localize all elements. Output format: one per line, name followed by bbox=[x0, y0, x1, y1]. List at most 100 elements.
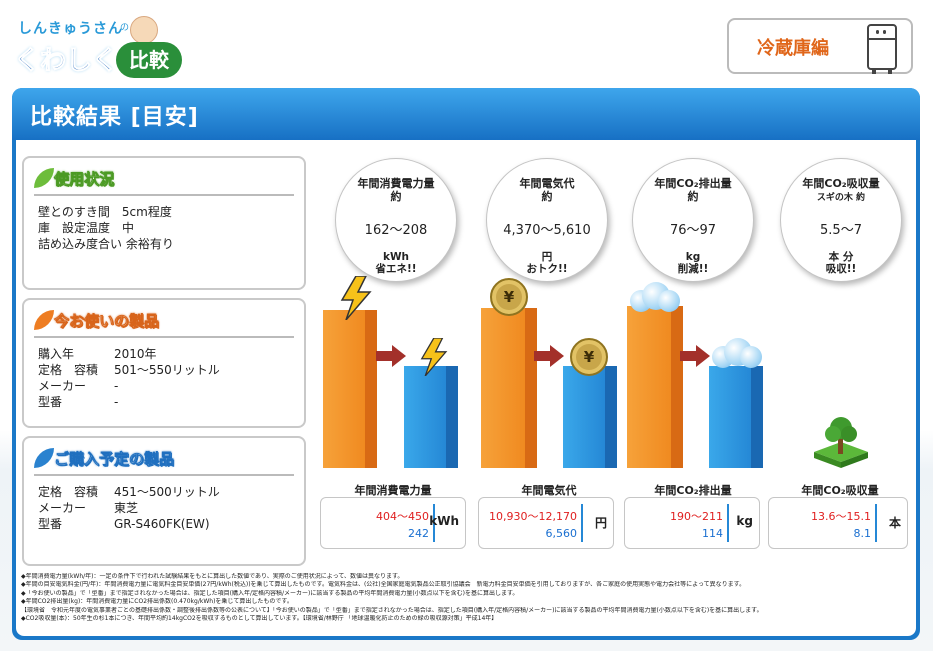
new-co2-bar bbox=[709, 366, 763, 468]
bubble-title: 年間CO₂吸収量 bbox=[802, 177, 880, 190]
bubble-unit: 本 分 bbox=[828, 251, 854, 263]
bubble-note: 削減!! bbox=[677, 263, 709, 275]
old-value: 13.6～15.1 bbox=[811, 510, 871, 523]
planned-rows: 定格 容積 451～500リットル メーカー 東芝 型番 GR-S460FK(EW) bbox=[38, 484, 220, 532]
usage-panel-header: 使用状況 bbox=[34, 166, 294, 196]
usage-row: 詰め込み度合い 余裕有り bbox=[38, 237, 174, 251]
stat-label: 年間CO₂吸収量 bbox=[801, 484, 879, 497]
yen-coin-icon: ¥ bbox=[490, 278, 528, 316]
stat-box-power: 404～450 242 kWh bbox=[320, 497, 466, 549]
footnote: ◆年間の目安電気料金(円/年)：年間消費電力量に電気料金目安単価(27円/kWh… bbox=[21, 581, 746, 589]
category-box: 冷蔵庫編 bbox=[727, 18, 913, 74]
planned-panel-header: ご購入予定の製品 bbox=[34, 446, 294, 476]
bubble-co2-emission: 年間CO₂排出量約 76～97 kg 削減!! bbox=[632, 158, 754, 282]
usage-row: 壁とのすき間 5cm程度 bbox=[38, 205, 172, 219]
stat-label: 年間CO₂排出量 bbox=[654, 484, 732, 497]
footnote: ◆年間消費電力量(kWh/年)：一定の条件下で行われた試験結果をもとに算出した数… bbox=[21, 573, 404, 580]
result-header: 比較結果 [目安] bbox=[12, 88, 920, 140]
footnotes: ◆年間消費電力量(kWh/年)：一定の条件下で行われた試験結果をもとに算出した数… bbox=[21, 573, 901, 623]
cloud-icon bbox=[712, 338, 762, 368]
usage-rows: 壁とのすき間 5cm程度 庫 設定温度 中 詰め込み度合い 余裕有り bbox=[38, 204, 174, 252]
usage-panel-title: 使用状況 bbox=[54, 170, 115, 189]
old-power-bar bbox=[323, 310, 377, 468]
planned-row: メーカー 東芝 bbox=[38, 501, 139, 515]
current-panel-title: 今お使いの製品 bbox=[54, 312, 160, 331]
stat-box-cost: 10,930～12,170 6,560 円 bbox=[478, 497, 614, 549]
logo-subtitle: しんきゅうさん bbox=[18, 21, 123, 37]
category-label: 冷蔵庫編 bbox=[757, 38, 829, 59]
stat-label: 年間電気代 bbox=[521, 484, 577, 497]
bubble-cost: 年間電気代約 4,370～5,610 円おトク!! bbox=[486, 158, 608, 282]
arrow-right-icon bbox=[376, 345, 406, 367]
planned-row: 型番 GR-S460FK(EW) bbox=[38, 517, 210, 531]
bubble-value: 5.5～7 bbox=[820, 223, 862, 238]
logo-hikaku-badge: 比較 bbox=[116, 42, 182, 78]
old-cost-bar bbox=[481, 308, 537, 468]
stat-unit: 本 bbox=[888, 516, 901, 530]
new-power-bar bbox=[404, 366, 458, 468]
arrow-right-icon bbox=[680, 345, 710, 367]
arrow-right-icon bbox=[534, 345, 564, 367]
old-value: 404～450 bbox=[376, 510, 429, 523]
leaf-icon bbox=[34, 448, 54, 468]
footnote: 【環境省 令和元年度の電気事業者ごとの基礎排出係数・調整後排出係数等の公表につい… bbox=[21, 606, 763, 614]
planned-product-panel: ご購入予定の製品 定格 容積 451～500リットル メーカー 東芝 型番 GR-S4… bbox=[22, 436, 306, 566]
bubble-approx: スギの木 約 bbox=[816, 193, 866, 203]
current-row: 型番 - bbox=[38, 395, 119, 409]
bubble-approx: 約 bbox=[541, 190, 553, 203]
bubble-value: 162～208 bbox=[364, 223, 428, 238]
current-rows: 購入年 2010年 定格 容積 501～550リットル メーカー - 型番 - bbox=[38, 346, 220, 410]
old-value: 190～211 bbox=[670, 510, 723, 523]
fridge-character-icon bbox=[867, 24, 897, 74]
stat-box-co2-absorption: 13.6～15.1 8.1 本 bbox=[768, 497, 908, 549]
planned-panel-title: ご購入予定の製品 bbox=[54, 450, 175, 469]
result-title: 比較結果 [目安] bbox=[30, 105, 199, 130]
old-co2-bar bbox=[627, 306, 683, 468]
new-value: 114 bbox=[702, 527, 723, 540]
logo-title: くわしく bbox=[13, 46, 119, 77]
usage-row: 庫 設定温度 中 bbox=[38, 221, 135, 235]
bubble-title: 年間電気代 bbox=[519, 177, 575, 190]
bubble-value: 76～97 bbox=[669, 223, 717, 238]
stat-unit: kWh bbox=[429, 514, 459, 528]
bubble-unit: kg bbox=[685, 251, 701, 263]
stat-unit: 円 bbox=[594, 516, 607, 530]
lightning-icon bbox=[340, 276, 372, 320]
yen-coin-icon: ¥ bbox=[570, 338, 608, 376]
app-logo: しんきゅうさん の くわしく 比較 bbox=[12, 16, 192, 80]
cloud-icon bbox=[630, 282, 680, 312]
current-row: メーカー - bbox=[38, 379, 119, 393]
stat-box-co2-emission: 190～211 114 kg bbox=[624, 497, 760, 549]
bubble-unit: 円 bbox=[541, 251, 553, 263]
baby-mascot-icon bbox=[130, 16, 158, 44]
new-value: 8.1 bbox=[853, 527, 872, 540]
bubble-value: 4,370～5,610 bbox=[503, 223, 591, 238]
bubble-title: 年間消費電力量 bbox=[357, 177, 435, 190]
current-product-panel: 今お使いの製品 購入年 2010年 定格 容積 501～550リットル メーカー - … bbox=[22, 298, 306, 428]
new-value: 242 bbox=[408, 527, 429, 540]
logo-no: の bbox=[120, 23, 130, 33]
old-value: 10,930～12,170 bbox=[489, 510, 577, 523]
bubble-note: おトク!! bbox=[526, 263, 568, 275]
new-value: 6,560 bbox=[545, 527, 578, 540]
leaf-icon bbox=[34, 168, 54, 188]
stat-label: 年間消費電力量 bbox=[354, 484, 432, 497]
planned-row: 定格 容積 451～500リットル bbox=[38, 485, 220, 499]
stat-unit: kg bbox=[736, 514, 753, 528]
bubble-unit: kWh bbox=[382, 251, 410, 263]
bubble-title: 年間CO₂排出量 bbox=[654, 177, 732, 190]
bubble-power: 年間消費電力量約 162～208 kWh 省エネ!! bbox=[335, 158, 457, 282]
tree-icon bbox=[814, 417, 868, 468]
usage-panel: 使用状況 壁とのすき間 5cm程度 庫 設定温度 中 詰め込み度合い 余裕有り bbox=[22, 156, 306, 290]
footnote: ◆「今お使いの製品」で「型番」まで指定されなかった場合は、指定した項目(購入年/… bbox=[21, 589, 519, 597]
current-panel-header: 今お使いの製品 bbox=[34, 308, 294, 338]
new-cost-bar bbox=[563, 366, 617, 468]
footnote: ◆CO2吸収量(本)：50年生の杉1本につき、年間平均約14kgCO2を吸収する… bbox=[21, 615, 498, 623]
current-row: 購入年 2010年 bbox=[38, 347, 157, 361]
current-row: 定格 容積 501～550リットル bbox=[38, 363, 220, 377]
bubble-approx: 約 bbox=[687, 190, 699, 203]
bubble-note: 省エネ!! bbox=[375, 263, 417, 275]
bubble-approx: 約 bbox=[390, 190, 402, 203]
footnote: ◆年間CO2排出量(kg)：年間消費電力量にCO2排出係数(0.470kg/kW… bbox=[21, 598, 293, 606]
leaf-icon bbox=[34, 310, 54, 330]
